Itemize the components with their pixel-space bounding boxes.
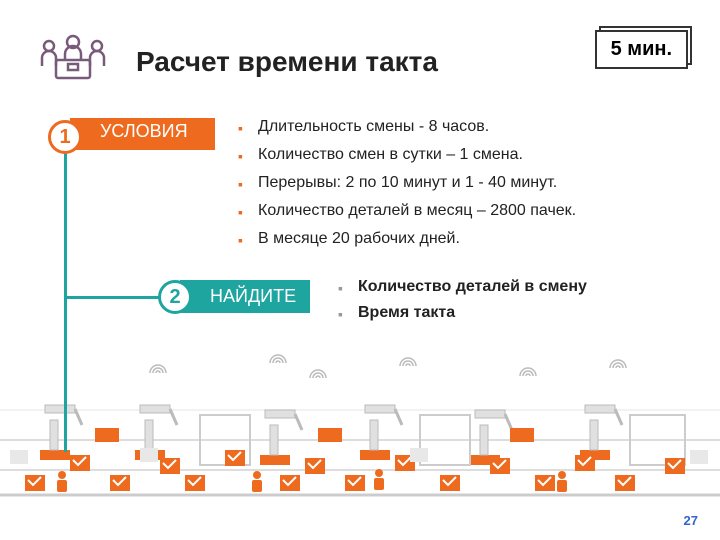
step2-badge: 2 xyxy=(158,280,192,314)
step2-label: НАЙДИТЕ xyxy=(180,280,310,313)
find-list: Количество деталей в смену Время такта xyxy=(338,278,658,330)
list-item: Количество деталей в смену xyxy=(338,278,658,296)
list-item: Количество смен в сутки – 1 смена. xyxy=(238,146,678,164)
connector-vertical xyxy=(64,152,67,452)
time-badge: 5 мин. xyxy=(595,30,688,69)
connector-horizontal xyxy=(64,296,164,299)
page-number: 27 xyxy=(684,513,698,528)
step1-badge: 1 xyxy=(48,120,82,154)
page-title: Расчет времени такта xyxy=(136,46,438,78)
list-item: Перерывы: 2 по 10 минут и 1 - 40 минут. xyxy=(238,174,678,192)
step1-label: УСЛОВИЯ xyxy=(70,118,215,150)
list-item: Время такта xyxy=(338,304,658,322)
list-item: Длительность смены - 8 часов. xyxy=(238,118,678,136)
list-item: Количество деталей в месяц – 2800 пачек. xyxy=(238,202,678,220)
group-icon xyxy=(38,30,108,93)
factory-illustration xyxy=(0,340,720,510)
conditions-list: Длительность смены - 8 часов. Количество… xyxy=(238,118,678,258)
list-item: В месяце 20 рабочих дней. xyxy=(238,230,678,248)
